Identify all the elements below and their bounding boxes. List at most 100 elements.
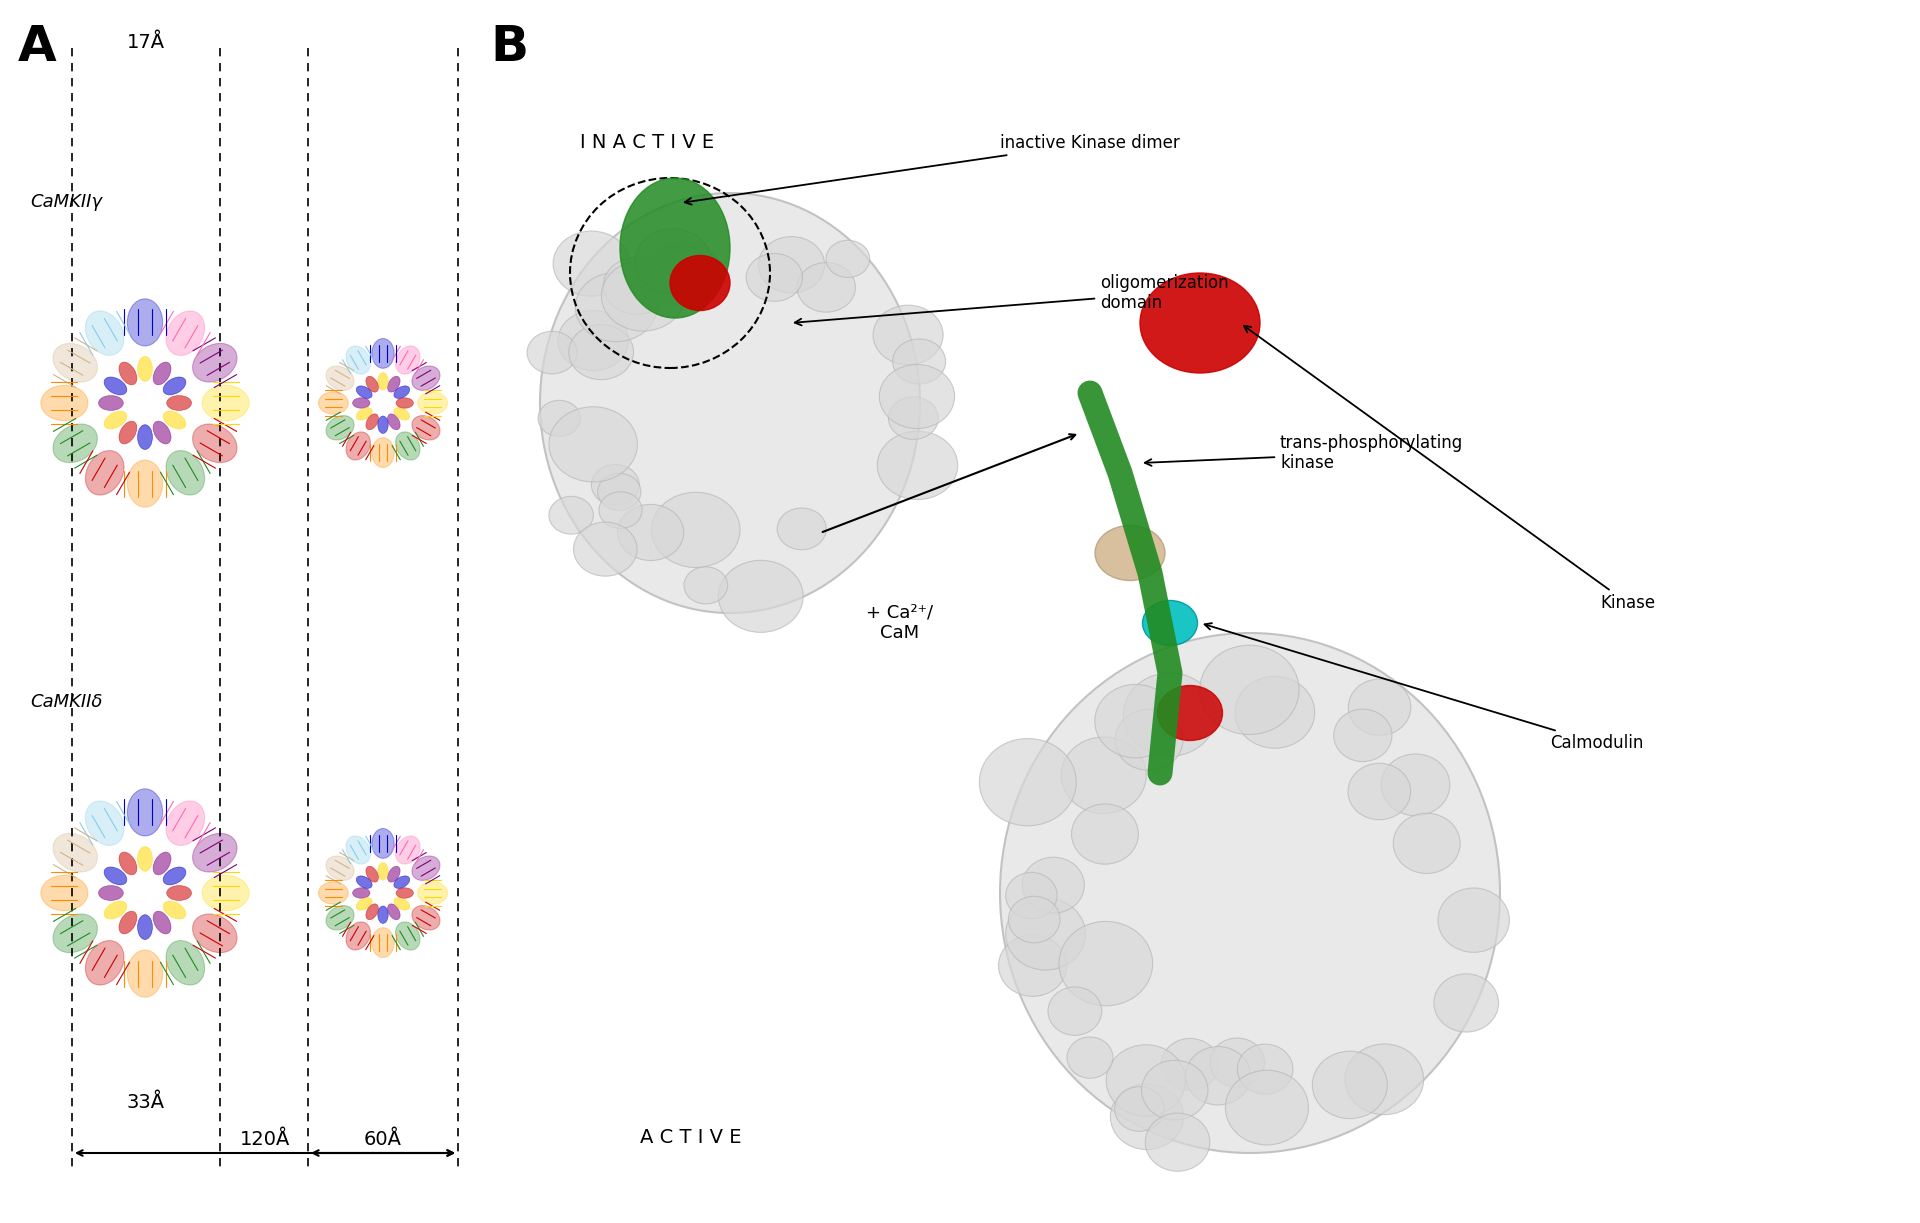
Ellipse shape bbox=[413, 905, 440, 929]
Ellipse shape bbox=[647, 242, 722, 306]
Ellipse shape bbox=[1142, 1060, 1208, 1120]
Ellipse shape bbox=[599, 492, 641, 528]
Ellipse shape bbox=[54, 833, 98, 872]
Text: A: A bbox=[17, 23, 58, 71]
Ellipse shape bbox=[84, 450, 125, 495]
Ellipse shape bbox=[1068, 1037, 1114, 1079]
Ellipse shape bbox=[346, 922, 371, 950]
Text: Calmodulin: Calmodulin bbox=[1204, 624, 1644, 752]
Ellipse shape bbox=[1210, 1038, 1265, 1087]
Ellipse shape bbox=[394, 876, 409, 888]
Ellipse shape bbox=[1313, 1052, 1388, 1119]
Ellipse shape bbox=[396, 432, 420, 460]
Ellipse shape bbox=[413, 366, 440, 390]
Ellipse shape bbox=[98, 395, 123, 411]
Ellipse shape bbox=[326, 366, 353, 390]
Ellipse shape bbox=[1200, 646, 1300, 735]
Ellipse shape bbox=[1346, 1044, 1423, 1114]
Ellipse shape bbox=[1438, 888, 1509, 953]
Ellipse shape bbox=[40, 876, 88, 911]
Ellipse shape bbox=[684, 566, 728, 604]
Ellipse shape bbox=[528, 331, 578, 374]
Ellipse shape bbox=[1434, 974, 1500, 1032]
Ellipse shape bbox=[1048, 987, 1102, 1036]
Ellipse shape bbox=[54, 344, 98, 382]
Ellipse shape bbox=[119, 362, 136, 385]
Ellipse shape bbox=[603, 257, 670, 314]
Ellipse shape bbox=[413, 416, 440, 440]
Ellipse shape bbox=[1380, 753, 1450, 816]
Ellipse shape bbox=[1006, 872, 1058, 918]
Ellipse shape bbox=[367, 413, 378, 429]
Ellipse shape bbox=[1094, 526, 1165, 581]
Ellipse shape bbox=[597, 473, 641, 510]
Ellipse shape bbox=[1062, 737, 1146, 813]
Text: inactive Kinase dimer: inactive Kinase dimer bbox=[685, 135, 1179, 204]
Ellipse shape bbox=[758, 236, 824, 292]
Ellipse shape bbox=[396, 397, 413, 408]
Ellipse shape bbox=[877, 432, 958, 499]
Ellipse shape bbox=[396, 922, 420, 950]
Ellipse shape bbox=[104, 411, 127, 429]
Ellipse shape bbox=[670, 256, 730, 311]
Text: A C T I V E: A C T I V E bbox=[639, 1128, 741, 1147]
Ellipse shape bbox=[104, 867, 127, 885]
Ellipse shape bbox=[1000, 634, 1500, 1153]
Ellipse shape bbox=[601, 260, 685, 331]
Ellipse shape bbox=[394, 407, 409, 421]
Ellipse shape bbox=[396, 888, 413, 898]
Text: 120Å: 120Å bbox=[240, 1130, 290, 1148]
Ellipse shape bbox=[559, 311, 628, 371]
Ellipse shape bbox=[718, 560, 803, 632]
Ellipse shape bbox=[357, 407, 372, 421]
Ellipse shape bbox=[84, 940, 125, 985]
Ellipse shape bbox=[138, 915, 152, 939]
Ellipse shape bbox=[1123, 673, 1215, 756]
Ellipse shape bbox=[378, 862, 388, 881]
Ellipse shape bbox=[1116, 1087, 1164, 1131]
Ellipse shape bbox=[413, 856, 440, 881]
Ellipse shape bbox=[138, 424, 152, 450]
Ellipse shape bbox=[651, 493, 739, 567]
Ellipse shape bbox=[388, 413, 399, 429]
Ellipse shape bbox=[138, 356, 152, 382]
Ellipse shape bbox=[388, 377, 399, 393]
Ellipse shape bbox=[127, 789, 163, 837]
Ellipse shape bbox=[388, 866, 399, 882]
Ellipse shape bbox=[357, 898, 372, 910]
Ellipse shape bbox=[747, 253, 803, 301]
Ellipse shape bbox=[326, 905, 353, 929]
Ellipse shape bbox=[154, 362, 171, 385]
Ellipse shape bbox=[127, 950, 163, 997]
Ellipse shape bbox=[549, 497, 593, 534]
Ellipse shape bbox=[1236, 1044, 1292, 1095]
Ellipse shape bbox=[540, 193, 920, 613]
Ellipse shape bbox=[346, 432, 371, 460]
Ellipse shape bbox=[353, 888, 371, 898]
Ellipse shape bbox=[346, 837, 371, 865]
Ellipse shape bbox=[879, 364, 954, 428]
Ellipse shape bbox=[1158, 686, 1223, 740]
Ellipse shape bbox=[576, 273, 657, 341]
Ellipse shape bbox=[826, 240, 870, 278]
Ellipse shape bbox=[1235, 676, 1315, 748]
Ellipse shape bbox=[388, 904, 399, 920]
Ellipse shape bbox=[1106, 1044, 1185, 1117]
Ellipse shape bbox=[367, 377, 378, 393]
Ellipse shape bbox=[192, 833, 236, 872]
Ellipse shape bbox=[538, 400, 580, 437]
Ellipse shape bbox=[167, 885, 192, 900]
Ellipse shape bbox=[163, 411, 186, 429]
Ellipse shape bbox=[591, 465, 639, 505]
Ellipse shape bbox=[192, 424, 236, 462]
Ellipse shape bbox=[84, 801, 125, 845]
Text: CaMKIIδ: CaMKIIδ bbox=[31, 693, 102, 711]
Ellipse shape bbox=[138, 846, 152, 871]
Ellipse shape bbox=[367, 904, 378, 920]
Ellipse shape bbox=[119, 911, 136, 934]
Ellipse shape bbox=[104, 377, 127, 395]
Text: I N A C T I V E: I N A C T I V E bbox=[580, 133, 714, 152]
Ellipse shape bbox=[104, 901, 127, 918]
Text: CaMKIIγ: CaMKIIγ bbox=[31, 193, 102, 212]
Ellipse shape bbox=[119, 852, 136, 874]
